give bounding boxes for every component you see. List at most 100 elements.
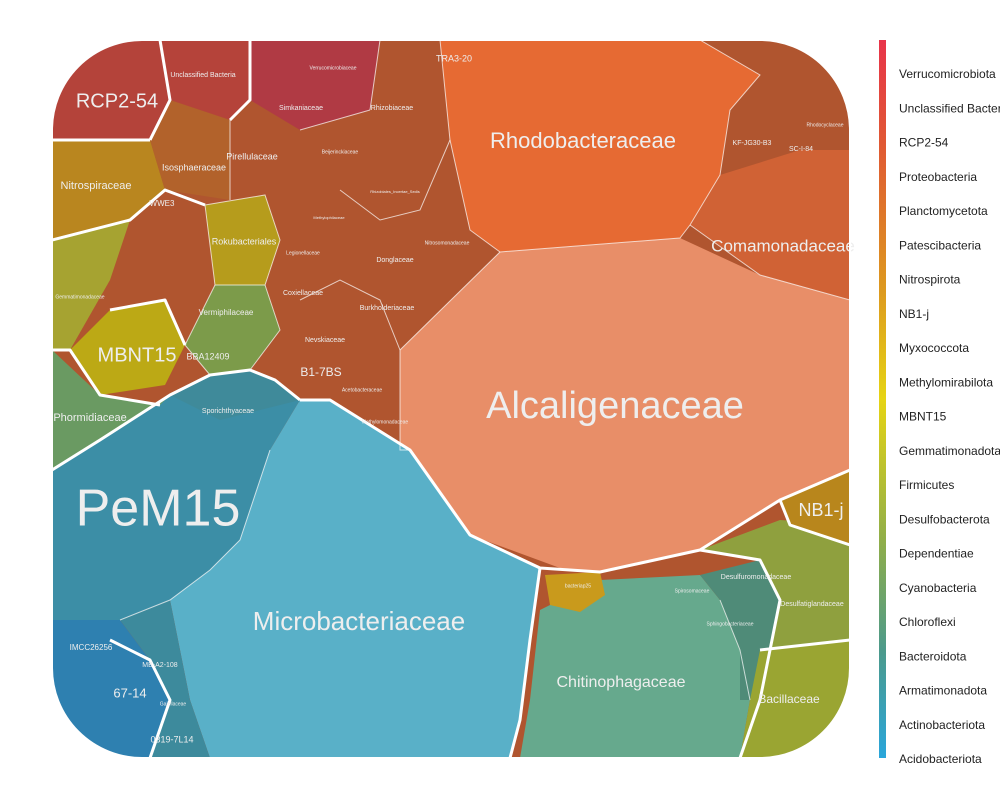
label-0319-7l14: 0319-7L14 <box>150 734 193 744</box>
cell-rhodobacteraceae[interactable] <box>440 40 760 252</box>
cell-vermiphilaceae <box>185 285 280 375</box>
legend-label: Planctomycetota <box>899 204 988 218</box>
legend: Verrucomicrobiota Unclassified Bacteria RC… <box>879 40 1000 766</box>
legend-label: Actinobacteriota <box>899 718 985 732</box>
label-sphingobacteriaceae: Sphingobacteriaceae <box>707 621 754 627</box>
label-rokubacteriales: Rokubacteriales <box>212 236 277 246</box>
legend-label: Unclassified Bacteria <box>899 101 1000 115</box>
label-rhodocyclaceae: Rhodocyclaceae <box>807 122 844 128</box>
legend-label: Patescibacteria <box>899 238 981 252</box>
label-desulfatiglandaceae: Desulfatiglandaceae <box>780 601 844 608</box>
legend-label: Myxococcota <box>899 341 969 355</box>
label-alcaligenaceae: Alcaligenaceae <box>486 385 744 427</box>
cell-rcp2-54[interactable] <box>52 40 170 140</box>
cell-phormidiaceae[interactable] <box>52 350 170 470</box>
cell-borders <box>119 40 850 701</box>
label-donglaceae: Donglaceae <box>376 257 413 264</box>
label-simkaniaceae: Simkaniaceae <box>279 105 323 112</box>
legend-label: Cyanobacteria <box>899 581 977 595</box>
legend-label: Armatimonadota <box>899 684 987 698</box>
cell-gemmatimonadaceae <box>52 220 130 350</box>
label-wwe3: WWE3 <box>150 199 175 208</box>
label-rhizobiales-is: Rhizobiales_Incertae_Sedis <box>370 189 420 194</box>
label-tra3-20: TRA3-20 <box>436 53 472 63</box>
legend-label: NB1-j <box>899 307 929 321</box>
legend-label: Verrucomicrobiota <box>899 67 996 81</box>
label-sc-i-84: SC-I-84 <box>789 146 813 153</box>
label-phormidiaceae: Phormidiaceae <box>53 412 126 424</box>
legend-label: Firmicutes <box>899 478 954 492</box>
label-comamonadaceae: Comamonadaceae <box>711 236 855 255</box>
label-beijerinckiaceae: Beijerinckiaceae <box>322 149 359 155</box>
label-verrucomicrobiaceae: Verrucomicrobiaceae <box>310 65 357 71</box>
label-pirellulaceae: Pirellulaceae <box>226 151 278 161</box>
legend-label: Chloroflexi <box>899 615 956 629</box>
legend-label: Desulfobacterota <box>899 512 990 526</box>
label-gemmatimonadaceae: Gemmatimonadaceae <box>55 294 104 300</box>
label-unclassified-bacteria: Unclassified Bacteria <box>170 72 235 79</box>
label-legionellaceae: Legionellaceae <box>286 250 320 256</box>
legend-color-bar <box>879 40 886 758</box>
cell-comamonadaceae[interactable] <box>690 150 850 300</box>
cell-desulfuromonadaceae[interactable] <box>700 520 850 650</box>
legend-label: MBNT15 <box>899 410 947 424</box>
label-coxiellaceae: Coxiellaceae <box>283 290 323 297</box>
legend-label: Dependentiae <box>899 547 974 561</box>
label-chitinophagaceae: Chitinophagaceae <box>557 674 686 691</box>
cell-nitrospiraceae[interactable] <box>52 140 165 240</box>
cell-bacteriap25 <box>545 572 605 612</box>
label-nevskiaceae: Nevskiaceae <box>305 337 345 344</box>
label-kf-jg30-b3: KF-JG30-B3 <box>733 140 772 147</box>
label-bba12409: BBA12409 <box>186 351 229 361</box>
cell-microbacteriaceae[interactable] <box>170 400 540 758</box>
legend-label: Proteobacteria <box>899 170 977 184</box>
legend-label: Nitrospirota <box>899 273 961 287</box>
cell-unclassified-bacteria[interactable] <box>160 40 250 120</box>
treemap-body <box>52 40 850 758</box>
label-nb1-j: NB1-j <box>798 500 843 520</box>
label-spirosomaceae: Spirosomaceae <box>675 588 710 594</box>
cell-isosphaeraceae <box>150 100 230 200</box>
legend-items: Verrucomicrobiota Unclassified Bacteria RC… <box>899 67 1000 766</box>
cell-labels: Alcaligenaceae Rhodobacteraceae Comamona… <box>53 53 855 744</box>
legend-label: Methylomirabilota <box>899 375 993 389</box>
cell-mbnt15[interactable] <box>70 300 185 395</box>
label-vermiphilaceae: Vermiphilaceae <box>199 308 254 317</box>
cell-verrucomicrobiaceae <box>250 40 380 130</box>
label-rcp2-54: RCP2-54 <box>76 90 158 112</box>
label-nitrosomonadaceae: Nitrosomonadaceae <box>425 240 470 246</box>
label-nitrospiraceae: Nitrospiraceae <box>61 180 132 192</box>
label-isosphaeraceae: Isosphaeraceae <box>162 162 226 172</box>
label-rhizobiaceae: Rhizobiaceae <box>371 105 414 112</box>
cell-bb-mid <box>120 600 210 758</box>
cell-chitinophagaceae[interactable] <box>520 575 750 758</box>
label-b1-7bs: B1-7BS <box>300 365 341 379</box>
label-acetobacteraceae: Acetobacteraceae <box>342 387 383 393</box>
cell-pem15[interactable] <box>52 385 300 620</box>
label-gaiellaceae: Gaiellaceae <box>160 701 187 707</box>
label-mbnt15: MBNT15 <box>98 344 177 366</box>
label-pem15: PeM15 <box>76 480 241 538</box>
legend-label: RCP2-54 <box>899 136 949 150</box>
label-methylomonadaceae: Methylomonadaceae <box>362 419 409 425</box>
legend-label: Bacteroidota <box>899 649 967 663</box>
label-bacteriap25: bacteriap25 <box>565 583 591 589</box>
cell-sporichthyaceae <box>170 370 300 420</box>
label-mb-a2-108: MB-A2-108 <box>142 662 178 669</box>
group-borders <box>52 40 850 758</box>
label-sporichthyaceae: Sporichthyaceae <box>202 408 254 415</box>
label-imcc26256: IMCC26256 <box>70 643 113 652</box>
cell-alcaligenaceae[interactable] <box>400 238 850 572</box>
treemap-frame <box>51 39 851 759</box>
label-rhodobacteraceae: Rhodobacteraceae <box>490 128 676 153</box>
label-methylophilaceae: Methylophilaceae <box>313 215 345 220</box>
cell-rokubacteriales[interactable] <box>205 195 280 285</box>
label-microbacteriaceae: Microbacteriaceae <box>253 606 465 636</box>
label-burkholderiaceae: Burkholderiaceae <box>360 305 415 312</box>
label-desulfuromonadaceae: Desulfuromonadaceae <box>721 574 792 581</box>
label-67-14: 67-14 <box>113 685 146 700</box>
legend-label: Acidobacteriota <box>899 752 982 766</box>
legend-label: Gemmatimonadota <box>899 444 1000 458</box>
label-bacillaceae: Bacillaceae <box>758 692 820 706</box>
